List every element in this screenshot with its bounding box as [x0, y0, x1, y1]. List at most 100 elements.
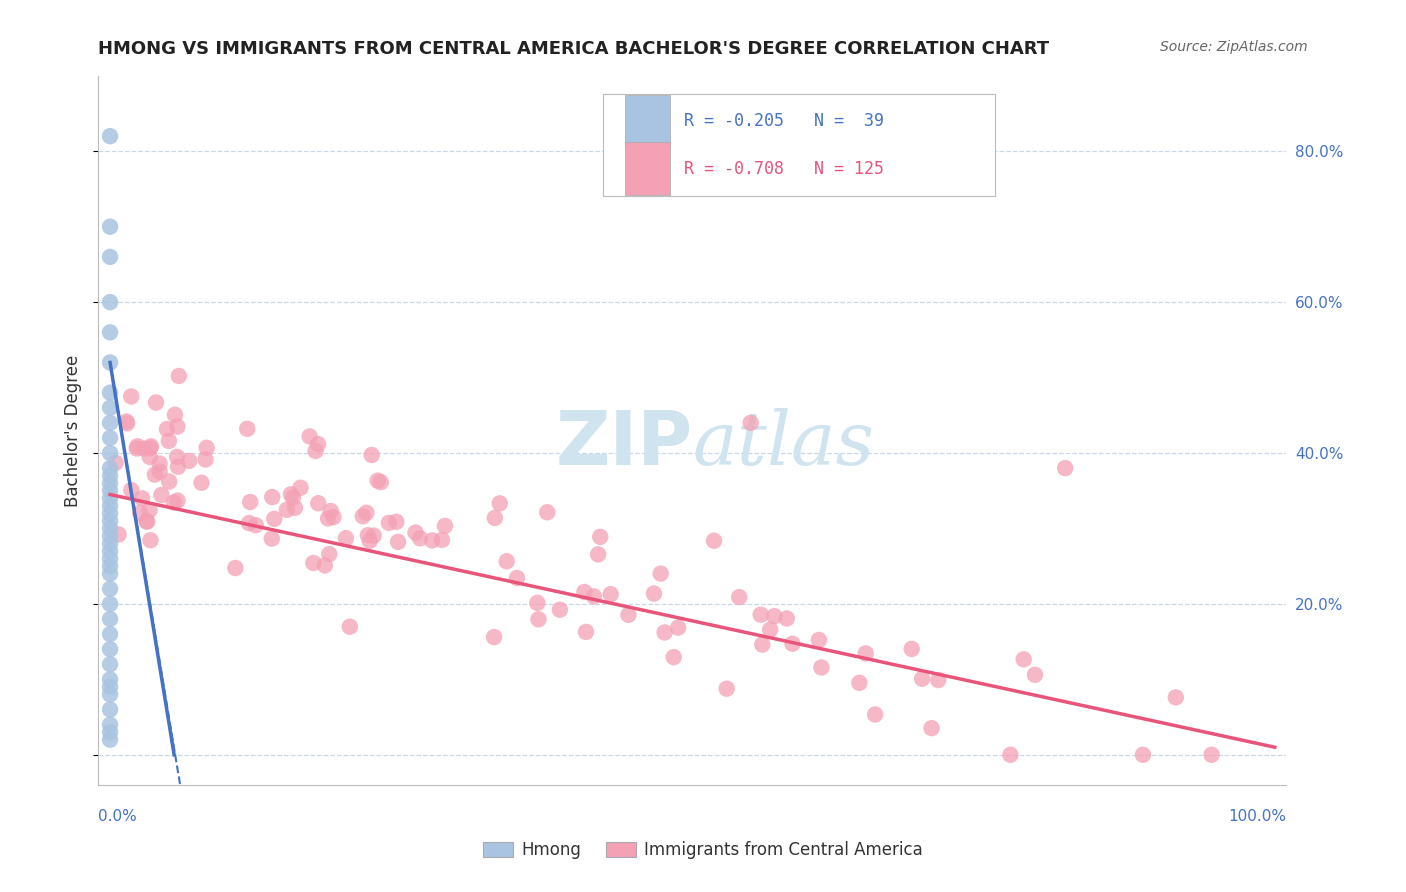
Point: [98, 536, 121, 550]
Point: [589, 530, 612, 544]
Point: [281, 491, 304, 505]
Point: [190, 475, 212, 490]
Point: [284, 500, 307, 515]
Point: [304, 444, 326, 458]
Point: [759, 623, 782, 637]
Point: [156, 422, 179, 436]
Point: [260, 532, 283, 546]
Point: [98, 326, 121, 340]
Point: [163, 495, 186, 509]
Point: [357, 528, 380, 542]
Point: [776, 611, 799, 625]
Point: [363, 529, 385, 543]
Point: [751, 638, 773, 652]
Point: [921, 721, 943, 735]
Point: [335, 531, 357, 545]
Point: [420, 533, 443, 548]
Point: [98, 717, 121, 731]
Point: [927, 673, 949, 687]
Point: [484, 511, 506, 525]
Point: [98, 468, 121, 483]
Point: [239, 495, 262, 509]
Point: [98, 499, 121, 513]
Point: [911, 672, 934, 686]
Point: [98, 725, 121, 739]
Point: [586, 547, 609, 561]
Point: [139, 441, 162, 455]
Point: [1132, 747, 1154, 762]
Point: [98, 597, 121, 611]
Point: [763, 609, 786, 624]
Point: [536, 505, 558, 519]
Point: [643, 586, 665, 600]
Point: [98, 446, 121, 460]
Point: [387, 534, 409, 549]
Point: [166, 450, 188, 464]
Point: [245, 518, 267, 533]
Y-axis label: Bachelor's Degree: Bachelor's Degree: [65, 354, 83, 507]
Point: [749, 607, 772, 622]
Point: [433, 519, 456, 533]
Point: [298, 429, 321, 443]
Point: [582, 590, 605, 604]
Point: [666, 621, 689, 635]
Point: [127, 439, 149, 453]
Point: [98, 582, 121, 596]
Point: [263, 512, 285, 526]
Point: [98, 416, 121, 430]
Point: [98, 461, 121, 475]
Point: [150, 488, 173, 502]
Point: [120, 390, 142, 404]
Point: [98, 514, 121, 528]
Point: [807, 632, 830, 647]
Point: [370, 475, 392, 490]
Point: [405, 525, 427, 540]
Point: [166, 493, 188, 508]
Point: [855, 646, 877, 660]
Point: [98, 688, 121, 702]
Point: [318, 547, 340, 561]
Point: [98, 529, 121, 543]
Legend: Hmong, Immigrants from Central America: Hmong, Immigrants from Central America: [477, 835, 929, 866]
Point: [98, 612, 121, 626]
Point: [107, 527, 129, 541]
Point: [132, 442, 155, 456]
Point: [352, 509, 374, 524]
Point: [599, 587, 621, 601]
Point: [98, 544, 121, 558]
Point: [98, 657, 121, 672]
Point: [98, 673, 121, 687]
Point: [129, 506, 152, 520]
Point: [307, 496, 329, 510]
Point: [900, 642, 922, 657]
Point: [224, 561, 246, 575]
Point: [728, 590, 751, 604]
Point: [782, 637, 804, 651]
Point: [280, 487, 302, 501]
Point: [98, 507, 121, 521]
Bar: [624, 95, 669, 148]
Point: [139, 450, 162, 464]
Text: 0.0%: 0.0%: [98, 809, 138, 823]
Point: [98, 385, 121, 400]
Point: [848, 676, 870, 690]
Point: [356, 506, 378, 520]
Point: [367, 474, 389, 488]
Point: [98, 680, 121, 694]
Point: [527, 612, 550, 626]
Point: [740, 416, 762, 430]
Bar: [603, 94, 995, 196]
Point: [290, 481, 312, 495]
Point: [98, 219, 121, 234]
Point: [703, 533, 725, 548]
Point: [322, 510, 344, 524]
Point: [617, 607, 640, 622]
Point: [548, 603, 571, 617]
Point: [98, 431, 121, 445]
Point: [488, 496, 510, 510]
Point: [1054, 461, 1077, 475]
Point: [145, 395, 167, 409]
Point: [98, 566, 121, 581]
Point: [506, 571, 529, 585]
Point: [131, 491, 153, 506]
